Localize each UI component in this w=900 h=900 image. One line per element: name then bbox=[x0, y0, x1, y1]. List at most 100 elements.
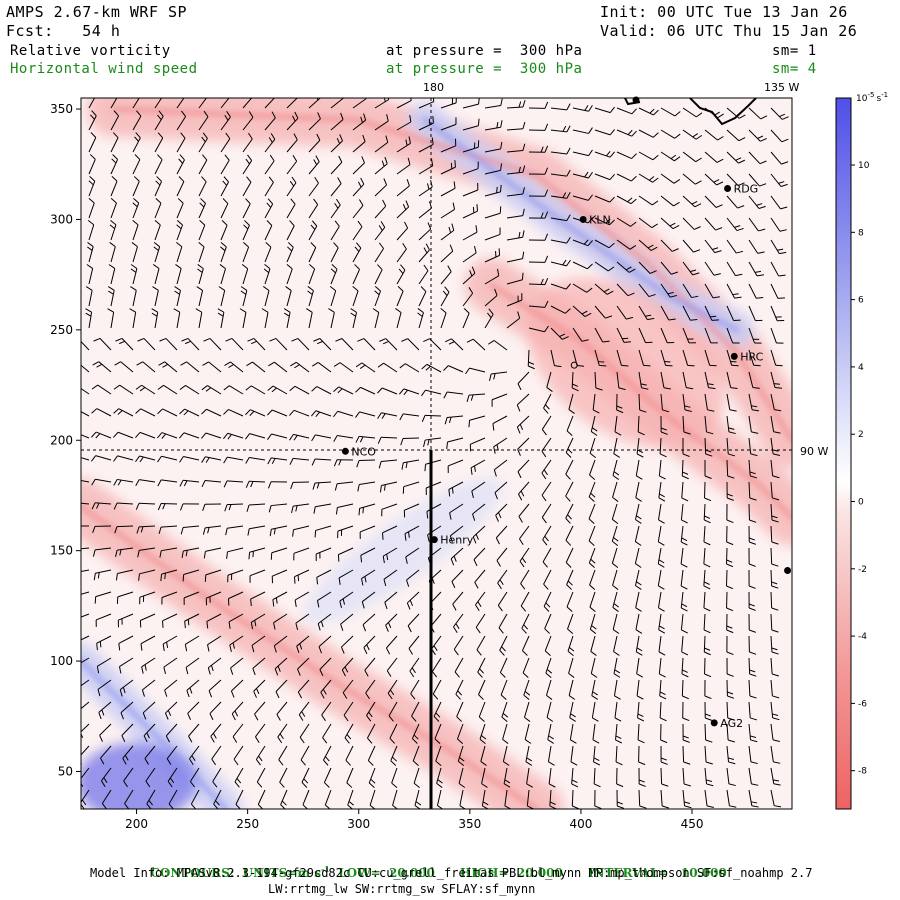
wind-barb bbox=[402, 437, 420, 440]
wind-barb-feather bbox=[772, 713, 779, 716]
wind-barb-feather bbox=[92, 549, 96, 557]
wind-barb bbox=[302, 789, 310, 806]
wind-barb-feather bbox=[544, 255, 549, 263]
wind-barb bbox=[144, 745, 156, 759]
wind-barb bbox=[96, 635, 112, 644]
wind-barb-feather bbox=[355, 387, 361, 393]
wind-barb bbox=[566, 591, 574, 608]
wind-barb bbox=[81, 745, 90, 756]
wind-barb-feather bbox=[286, 264, 293, 270]
wind-barb-feather bbox=[637, 449, 644, 454]
wind-barb-feather bbox=[771, 581, 778, 585]
wind-barb-feather bbox=[693, 226, 701, 230]
wind-barb bbox=[616, 173, 632, 182]
wind-barb-feather bbox=[772, 717, 780, 721]
wind-barb-feather bbox=[630, 198, 637, 205]
wind-barb bbox=[726, 217, 738, 231]
wind-barb-feather bbox=[97, 572, 100, 579]
wind-barb-feather bbox=[427, 534, 430, 542]
wind-barb bbox=[301, 767, 310, 783]
wind-barb bbox=[484, 212, 501, 219]
wind-barb-feather bbox=[736, 250, 744, 254]
wind-barb bbox=[770, 525, 773, 543]
wind-barb-feather bbox=[421, 389, 426, 397]
wind-barb bbox=[681, 657, 684, 674]
wind-barb-feather bbox=[643, 364, 651, 367]
wind-barb bbox=[294, 591, 310, 601]
wind-barb-feather bbox=[477, 601, 482, 607]
wind-barb bbox=[352, 183, 365, 197]
wind-barb-feather bbox=[246, 361, 253, 367]
wind-barb-feather bbox=[589, 606, 596, 612]
wind-barb-feather bbox=[660, 431, 668, 435]
wind-barb bbox=[638, 195, 653, 206]
wind-barb bbox=[271, 457, 288, 461]
wind-barb bbox=[588, 503, 596, 520]
wind-barb-feather bbox=[296, 646, 300, 653]
wind-barb-feather bbox=[773, 383, 780, 385]
wind-barb-feather bbox=[298, 714, 304, 721]
wind-barb bbox=[330, 204, 341, 219]
wind-barb bbox=[88, 115, 97, 131]
wind-barb-feather bbox=[570, 739, 577, 744]
wind-barb-feather bbox=[660, 757, 667, 761]
wind-barb bbox=[110, 268, 116, 285]
wind-barb bbox=[165, 701, 178, 714]
wind-barb-feather bbox=[313, 198, 319, 205]
wind-barb-feather bbox=[470, 467, 473, 475]
wind-barb-feather bbox=[635, 563, 642, 568]
wind-barb-feather bbox=[70, 503, 73, 509]
wind-barb bbox=[110, 224, 117, 241]
wind-barb-feather bbox=[779, 113, 786, 118]
wind-barb bbox=[286, 98, 298, 109]
wind-barb bbox=[251, 635, 266, 646]
colorbar-tick-label: 6 bbox=[858, 296, 864, 306]
wind-barb-feather bbox=[572, 805, 579, 809]
wind-barb bbox=[242, 181, 252, 197]
wind-barb-feather bbox=[450, 558, 455, 566]
y-tick-label: 150 bbox=[50, 544, 73, 558]
wind-barb-feather bbox=[88, 198, 95, 204]
wind-barb-feather bbox=[499, 649, 505, 656]
wind-barb-feather bbox=[581, 310, 588, 315]
wind-barb-feather bbox=[143, 735, 148, 743]
wind-barb bbox=[418, 312, 424, 329]
wind-barb bbox=[118, 408, 134, 417]
wind-barb bbox=[726, 371, 732, 388]
wind-barb-feather bbox=[184, 621, 186, 629]
wind-barb-feather bbox=[381, 160, 385, 167]
wind-barb bbox=[362, 613, 376, 626]
wind-barb-feather bbox=[444, 417, 448, 425]
wind-barb-feather bbox=[124, 754, 129, 761]
wind-barb-feather bbox=[181, 110, 187, 117]
wind-barb bbox=[748, 393, 753, 410]
wind-barb bbox=[176, 159, 185, 175]
wind-barb-feather bbox=[189, 781, 195, 788]
wind-barb bbox=[81, 723, 90, 733]
wind-barb-feather bbox=[247, 528, 250, 536]
wind-barb-feather bbox=[612, 518, 619, 524]
wind-barb bbox=[431, 635, 442, 650]
wind-barb bbox=[492, 415, 508, 425]
wind-barb bbox=[119, 657, 134, 667]
wind-barb bbox=[591, 701, 596, 718]
wind-barb bbox=[704, 371, 709, 388]
wind-barb bbox=[635, 635, 640, 652]
wind-barb bbox=[141, 384, 156, 395]
wind-barb bbox=[475, 591, 486, 606]
wind-barb-feather bbox=[96, 502, 100, 509]
wind-barb-feather bbox=[112, 154, 118, 160]
wind-barb-feather bbox=[406, 579, 410, 587]
wind-barb-feather bbox=[316, 600, 320, 608]
wind-barb-feather bbox=[179, 432, 185, 439]
wind-barb bbox=[499, 657, 508, 673]
wind-barb bbox=[682, 767, 685, 784]
wind-barb-feather bbox=[399, 413, 404, 421]
wind-barb-feather bbox=[226, 551, 228, 559]
wind-barb bbox=[660, 217, 674, 230]
wind-barb bbox=[211, 745, 222, 760]
wind-barb-feather bbox=[382, 199, 387, 207]
wind-barb bbox=[484, 295, 498, 307]
wind-barb-feather bbox=[334, 220, 340, 227]
wind-barb bbox=[458, 767, 464, 784]
